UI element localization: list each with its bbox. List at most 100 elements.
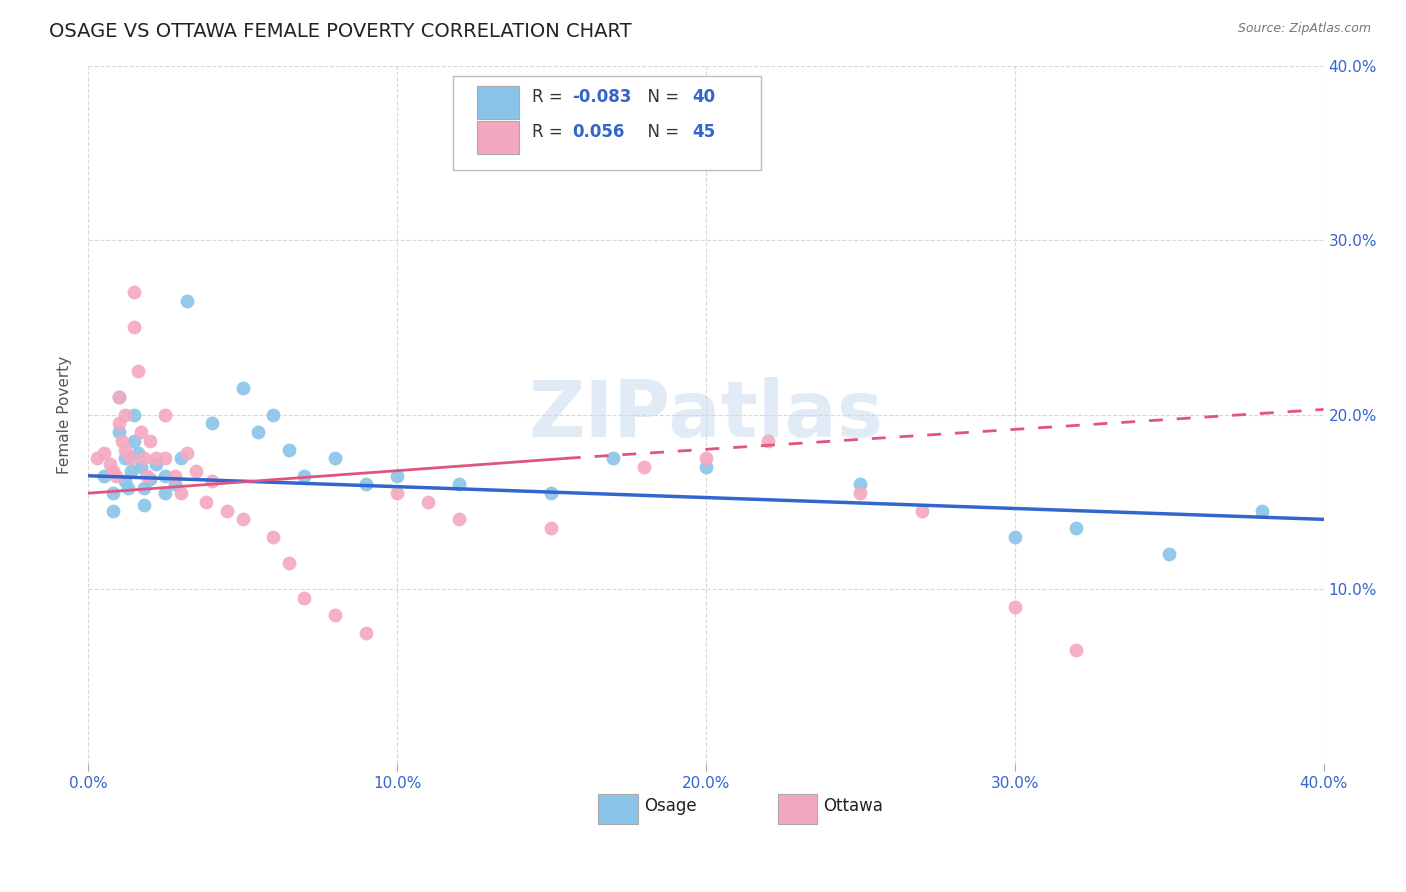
Point (385, 486, 408, 500)
Point (120, 463, 142, 477)
Point (633, 460, 655, 475)
Point (124, 285, 146, 300)
Point (695, 460, 717, 475)
Point (98, 457, 121, 471)
Point (186, 463, 208, 477)
Text: Ottawa: Ottawa (824, 797, 883, 814)
Point (354, 625, 377, 640)
Point (104, 468, 127, 483)
Point (176, 446, 198, 460)
FancyBboxPatch shape (778, 794, 817, 824)
Point (111, 434, 134, 448)
Point (101, 463, 124, 477)
Point (155, 486, 177, 500)
Point (232, 382, 254, 396)
FancyBboxPatch shape (453, 76, 762, 170)
Point (101, 503, 124, 517)
Point (114, 442, 136, 457)
Point (127, 364, 149, 378)
Point (176, 294, 198, 309)
Text: R =: R = (531, 123, 572, 141)
Point (163, 477, 186, 491)
Point (447, 477, 470, 491)
Point (292, 591, 315, 605)
Point (132, 451, 155, 466)
Point (145, 451, 167, 466)
Point (108, 390, 131, 404)
Point (1066, 643, 1088, 657)
Point (849, 477, 872, 491)
Point (323, 608, 346, 623)
Point (114, 474, 136, 488)
FancyBboxPatch shape (477, 86, 519, 119)
Text: 45: 45 (692, 123, 716, 141)
Point (385, 468, 408, 483)
Point (155, 451, 177, 466)
Text: 40: 40 (692, 88, 716, 106)
Point (145, 457, 167, 471)
Point (124, 434, 146, 448)
Point (139, 472, 162, 486)
Text: OSAGE VS OTTAWA FEMALE POVERTY CORRELATION CHART: OSAGE VS OTTAWA FEMALE POVERTY CORRELATI… (49, 22, 631, 41)
Text: 0.056: 0.056 (572, 123, 624, 141)
Y-axis label: Female Poverty: Female Poverty (58, 356, 72, 474)
Point (540, 521, 562, 535)
Point (93, 446, 115, 460)
Point (129, 460, 152, 475)
Text: -0.083: -0.083 (572, 88, 631, 106)
Point (1066, 521, 1088, 535)
Point (135, 468, 157, 483)
Point (849, 486, 872, 500)
Point (201, 474, 224, 488)
Point (292, 468, 315, 483)
Point (447, 512, 470, 526)
Point (108, 417, 131, 431)
Point (124, 320, 146, 334)
Point (117, 481, 139, 495)
Point (247, 425, 270, 439)
Point (170, 451, 193, 466)
Point (201, 417, 224, 431)
Point (1004, 599, 1026, 614)
Point (323, 451, 346, 466)
Text: N =: N = (637, 123, 685, 141)
Point (132, 481, 155, 495)
Point (101, 486, 124, 500)
Point (132, 499, 155, 513)
Point (114, 451, 136, 466)
Point (277, 556, 299, 570)
Point (602, 451, 624, 466)
Point (1004, 530, 1026, 544)
Text: N =: N = (637, 88, 685, 106)
Point (1159, 547, 1181, 561)
Text: Osage: Osage (644, 797, 697, 814)
Point (155, 468, 177, 483)
FancyBboxPatch shape (477, 120, 519, 153)
Point (911, 503, 934, 517)
Point (354, 477, 377, 491)
Point (155, 408, 177, 422)
Point (129, 425, 152, 439)
Point (108, 425, 131, 439)
Text: Source: ZipAtlas.com: Source: ZipAtlas.com (1237, 22, 1371, 36)
Point (262, 530, 284, 544)
Point (1250, 503, 1272, 517)
Point (277, 442, 299, 457)
Point (108, 390, 131, 404)
Point (139, 434, 162, 448)
Point (124, 408, 146, 422)
Point (262, 408, 284, 422)
Point (756, 434, 779, 448)
Point (217, 503, 239, 517)
Text: ZIPatlas: ZIPatlas (529, 376, 883, 452)
Point (232, 512, 254, 526)
Point (86, 451, 108, 466)
Text: R =: R = (531, 88, 568, 106)
FancyBboxPatch shape (599, 794, 638, 824)
Point (93, 468, 115, 483)
Point (127, 446, 149, 460)
Point (120, 451, 142, 466)
Point (170, 486, 193, 500)
Point (194, 495, 217, 509)
Point (540, 486, 562, 500)
